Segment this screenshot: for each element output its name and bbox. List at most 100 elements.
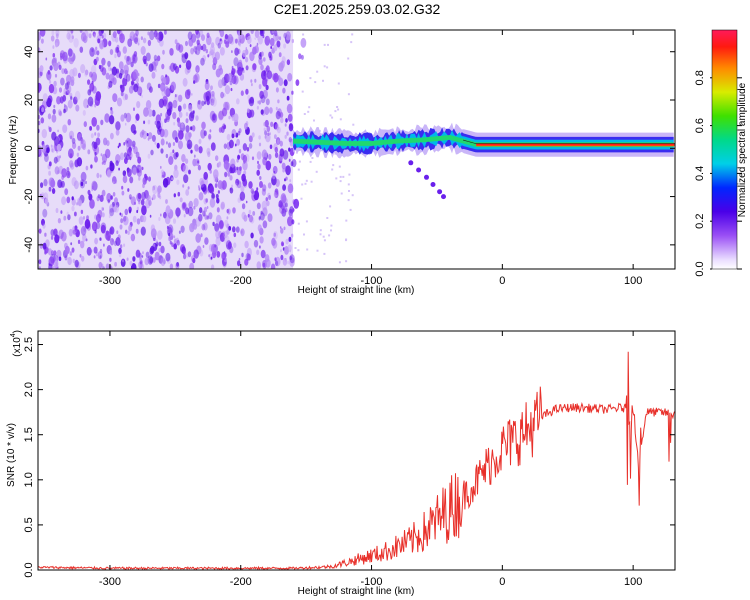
noise-speckle xyxy=(245,65,249,71)
noise-speckle xyxy=(267,182,272,189)
noise-speckle xyxy=(74,259,79,268)
noise-speckle xyxy=(198,30,204,38)
noise-speckle xyxy=(287,113,293,122)
noise-speckle xyxy=(183,250,186,255)
noise-speckle xyxy=(182,164,189,174)
noise-speckle xyxy=(105,72,110,80)
noise-speckle xyxy=(128,194,132,200)
noise-speckle xyxy=(158,241,162,247)
noise-speckle xyxy=(121,190,125,196)
noise-speckle xyxy=(177,191,181,197)
noise-speckle xyxy=(97,38,101,44)
noise-speckle xyxy=(129,176,134,184)
noise-speckle xyxy=(178,94,183,103)
noise-speckle xyxy=(172,218,177,224)
noise-speckle xyxy=(267,35,270,40)
noise-speckle xyxy=(117,234,121,240)
noise-speckle xyxy=(259,60,262,65)
noise-speckle xyxy=(303,233,305,236)
noise-speckle xyxy=(168,232,171,237)
noise-speckle xyxy=(67,214,71,221)
colorbar-tick-label: 0.2 xyxy=(694,214,706,229)
noise-speckle xyxy=(206,206,209,209)
noise-speckle xyxy=(235,182,239,188)
noise-speckle xyxy=(260,109,264,115)
noise-speckle xyxy=(70,162,75,170)
noise-speckle xyxy=(303,113,306,115)
noise-speckle xyxy=(201,34,205,41)
noise-speckle xyxy=(242,49,247,58)
noise-speckle xyxy=(73,38,79,48)
noise-speckle xyxy=(239,191,246,201)
noise-speckle xyxy=(251,83,253,87)
noise-speckle xyxy=(188,104,193,112)
noise-speckle xyxy=(99,174,102,178)
noise-speckle xyxy=(245,88,249,95)
noise-speckle xyxy=(167,142,172,148)
noise-speckle xyxy=(96,56,99,62)
noise-speckle xyxy=(123,112,128,119)
noise-speckle xyxy=(204,237,209,245)
noise-speckle xyxy=(106,140,110,147)
noise-speckle xyxy=(126,56,130,62)
noise-speckle xyxy=(218,220,224,230)
noise-speckle xyxy=(274,30,278,37)
noise-speckle xyxy=(183,214,186,218)
noise-speckle xyxy=(247,108,250,113)
snr-panel: -300 -200 -100 0 100 0.0 0.5 1.0 1.5 2.0 2.5 Heig… xyxy=(6,330,676,597)
noise-speckle xyxy=(265,132,271,143)
noise-speckle xyxy=(83,30,89,39)
noise-speckle xyxy=(132,167,137,176)
noise-speckle xyxy=(298,53,302,60)
noise-speckle xyxy=(209,185,215,194)
noise-speckle xyxy=(178,230,181,234)
noise-speckle xyxy=(171,242,174,247)
noise-speckle xyxy=(109,208,114,217)
noise-speckle xyxy=(149,30,155,41)
noise-speckle xyxy=(77,133,82,142)
noise-speckle xyxy=(138,166,141,171)
noise-speckle xyxy=(101,206,104,212)
noise-speckle xyxy=(304,182,307,185)
noise-speckle xyxy=(275,260,279,267)
noise-speckle xyxy=(270,263,276,269)
noise-speckle xyxy=(56,96,61,105)
noise-speckle xyxy=(116,230,119,234)
noise-speckle xyxy=(259,176,262,180)
noise-speckle xyxy=(106,169,112,178)
noise-speckle xyxy=(216,251,221,258)
noise-speckle xyxy=(132,57,136,62)
noise-speckle xyxy=(126,154,130,161)
noise-speckle xyxy=(147,119,151,125)
noise-speckle xyxy=(167,224,174,235)
noise-speckle xyxy=(69,160,74,168)
noise-speckle xyxy=(174,94,177,98)
noise-speckle xyxy=(207,54,210,58)
noise-speckle xyxy=(200,233,203,238)
x-tick-label: -300 xyxy=(99,576,121,588)
noise-speckle xyxy=(198,213,203,222)
noise-speckle xyxy=(200,57,205,66)
noise-speckle xyxy=(142,177,147,185)
noise-speckle xyxy=(67,256,72,266)
noise-speckle xyxy=(182,202,186,209)
noise-speckle xyxy=(231,65,234,70)
noise-speckle xyxy=(278,36,282,41)
noise-speckle xyxy=(326,66,329,69)
noise-speckle xyxy=(183,174,189,184)
noise-speckle xyxy=(194,49,197,53)
noise-speckle xyxy=(155,239,158,244)
noise-speckle xyxy=(47,95,53,104)
noise-speckle xyxy=(292,208,295,212)
noise-speckle xyxy=(38,114,41,120)
noise-speckle xyxy=(192,257,196,264)
noise-speckle xyxy=(93,33,96,38)
noise-speckle xyxy=(268,51,272,58)
noise-speckle xyxy=(101,57,106,66)
noise-speckle xyxy=(259,245,261,249)
noise-speckle xyxy=(62,124,68,133)
noise-speckle xyxy=(192,74,198,84)
noise-speckle xyxy=(259,181,263,188)
noise-speckle xyxy=(60,231,67,242)
noise-speckle xyxy=(91,65,97,75)
